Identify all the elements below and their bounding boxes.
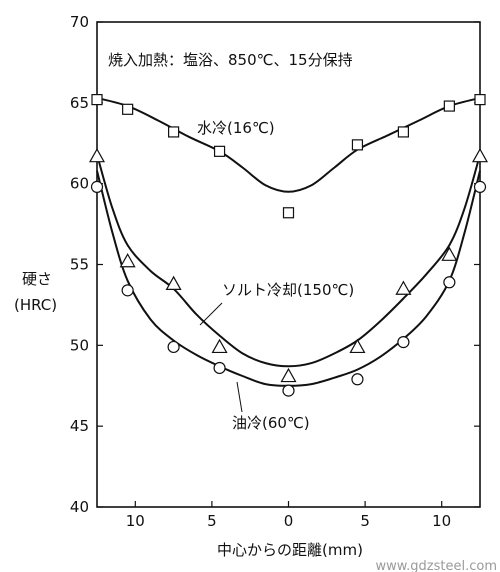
data-point-water — [351, 139, 364, 151]
x-tick-label: 5 — [207, 512, 217, 530]
data-point-water — [91, 93, 103, 106]
x-tick-label: 0 — [284, 512, 294, 530]
data-point-salt — [165, 275, 182, 290]
data-point-salt — [88, 147, 106, 163]
series-line-water — [96, 97, 481, 193]
x-tick-label: 5 — [360, 512, 370, 530]
watermark: www.gdzsteel.com — [375, 559, 497, 572]
data-point-water — [443, 100, 455, 112]
data-point-salt — [441, 246, 458, 261]
data-point-oil — [121, 284, 134, 297]
data-point-water — [213, 145, 226, 157]
data-point-oil — [351, 373, 364, 386]
series-line-salt — [96, 154, 481, 368]
data-point-water — [122, 103, 134, 115]
data-point-oil — [282, 384, 295, 397]
y-tick-label: 45 — [70, 417, 89, 435]
data-point-salt — [471, 147, 489, 163]
data-point-oil — [473, 180, 487, 193]
y-axis-label-line-2: (HRC) — [14, 296, 57, 314]
y-tick-label: 55 — [70, 256, 89, 274]
y-tick-label: 70 — [70, 13, 89, 31]
series-label-salt: ソルト冷却(150℃) — [222, 281, 354, 299]
data-point-salt — [349, 338, 366, 354]
y-axis-label-line-1: 硬さ — [22, 270, 52, 288]
data-point-water — [397, 126, 409, 138]
y-tick-label: 60 — [70, 175, 89, 193]
x-axis-label: 中心からの距離(mm) — [217, 541, 363, 559]
series-label-oil: 油冷(60℃) — [232, 414, 310, 432]
x-tick-label: 10 — [126, 512, 145, 530]
y-tick-label: 65 — [70, 94, 89, 112]
chart-title: 焼入加熱：塩浴、850℃、15分保持 — [108, 51, 353, 69]
data-point-salt — [280, 367, 297, 383]
plot-frame — [96, 21, 481, 508]
x-tick-label: 10 — [432, 512, 451, 530]
data-point-oil — [167, 340, 180, 354]
data-point-salt — [119, 253, 136, 268]
data-point-oil — [90, 180, 104, 193]
data-point-oil — [397, 336, 410, 349]
data-point-salt — [211, 338, 228, 354]
leader-line-oil — [236, 381, 243, 413]
data-point-oil — [443, 276, 456, 289]
y-tick-label: 40 — [70, 498, 89, 516]
data-point-water — [474, 93, 486, 106]
data-point-water — [168, 126, 180, 138]
data-point-salt — [395, 280, 412, 295]
data-point-water — [282, 207, 295, 219]
y-tick-label: 50 — [70, 336, 89, 354]
series-label-water: 水冷(16℃) — [197, 119, 275, 137]
data-point-oil — [213, 361, 226, 375]
